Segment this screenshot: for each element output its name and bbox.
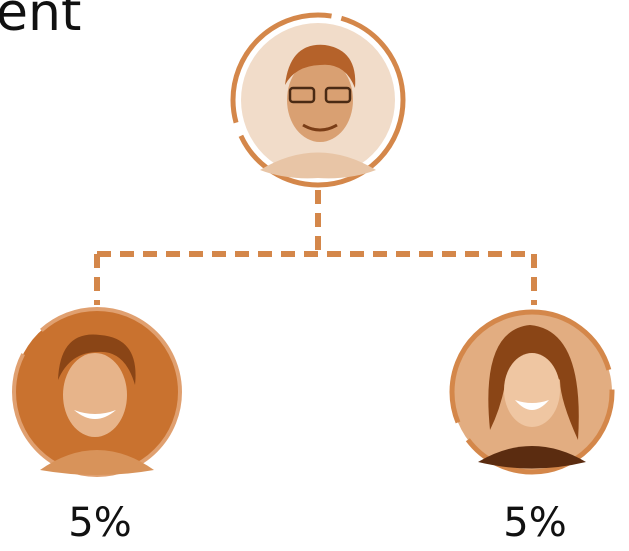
right-avatar xyxy=(452,312,612,472)
node-label: 5% xyxy=(68,500,131,546)
title: ent xyxy=(0,0,81,43)
page: ent 5% 5% (() => { const data = xyxy=(0,0,629,551)
left-avatar xyxy=(14,309,180,475)
top-avatar xyxy=(233,15,403,185)
node-label: 5% xyxy=(503,500,566,546)
connectors xyxy=(97,190,534,305)
diagram: ent 5% 5% xyxy=(0,0,629,551)
